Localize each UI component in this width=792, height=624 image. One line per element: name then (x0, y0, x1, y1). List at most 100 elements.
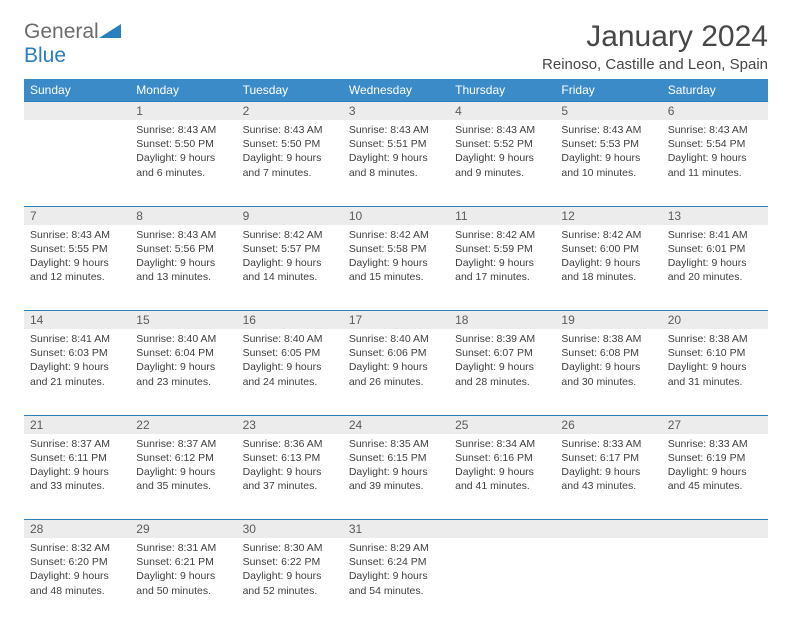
day-info-cell: Sunrise: 8:40 AMSunset: 6:06 PMDaylight:… (343, 329, 449, 415)
day-number-row: 78910111213 (24, 206, 768, 225)
day-info-cell: Sunrise: 8:42 AMSunset: 5:57 PMDaylight:… (237, 225, 343, 311)
day-number-cell: 25 (449, 415, 555, 434)
day-info-cell: Sunrise: 8:41 AMSunset: 6:01 PMDaylight:… (662, 225, 768, 311)
day-number-cell: 5 (555, 102, 661, 121)
day-info: Sunrise: 8:41 AMSunset: 6:03 PMDaylight:… (24, 329, 130, 392)
day-info-cell: Sunrise: 8:37 AMSunset: 6:11 PMDaylight:… (24, 434, 130, 520)
day-number-cell: 10 (343, 206, 449, 225)
day-info-cell: Sunrise: 8:34 AMSunset: 6:16 PMDaylight:… (449, 434, 555, 520)
day-info: Sunrise: 8:43 AMSunset: 5:56 PMDaylight:… (130, 225, 236, 288)
day-info: Sunrise: 8:35 AMSunset: 6:15 PMDaylight:… (343, 434, 449, 497)
day-number-cell: 17 (343, 311, 449, 330)
day-info: Sunrise: 8:30 AMSunset: 6:22 PMDaylight:… (237, 538, 343, 601)
day-info-cell: Sunrise: 8:40 AMSunset: 6:05 PMDaylight:… (237, 329, 343, 415)
day-info: Sunrise: 8:34 AMSunset: 6:16 PMDaylight:… (449, 434, 555, 497)
day-number-cell: 26 (555, 415, 661, 434)
day-info: Sunrise: 8:42 AMSunset: 5:57 PMDaylight:… (237, 225, 343, 288)
day-info-cell: Sunrise: 8:43 AMSunset: 5:51 PMDaylight:… (343, 120, 449, 206)
logo-triangle-icon (99, 20, 121, 44)
day-info-cell: Sunrise: 8:43 AMSunset: 5:55 PMDaylight:… (24, 225, 130, 311)
day-number-cell: 27 (662, 415, 768, 434)
page-title: January 2024 (542, 20, 768, 54)
day-info: Sunrise: 8:40 AMSunset: 6:04 PMDaylight:… (130, 329, 236, 392)
day-number-cell: 19 (555, 311, 661, 330)
day-info: Sunrise: 8:42 AMSunset: 5:58 PMDaylight:… (343, 225, 449, 288)
weekday-header: Thursday (449, 79, 555, 102)
day-info-row: Sunrise: 8:41 AMSunset: 6:03 PMDaylight:… (24, 329, 768, 415)
day-number-cell (449, 520, 555, 539)
day-info: Sunrise: 8:36 AMSunset: 6:13 PMDaylight:… (237, 434, 343, 497)
day-info: Sunrise: 8:43 AMSunset: 5:54 PMDaylight:… (662, 120, 768, 183)
day-info: Sunrise: 8:37 AMSunset: 6:12 PMDaylight:… (130, 434, 236, 497)
day-info-row: Sunrise: 8:32 AMSunset: 6:20 PMDaylight:… (24, 538, 768, 624)
day-number-cell: 14 (24, 311, 130, 330)
title-block: January 2024 Reinoso, Castille and Leon,… (542, 20, 768, 73)
weekday-header: Saturday (662, 79, 768, 102)
day-number-cell: 8 (130, 206, 236, 225)
day-info-cell: Sunrise: 8:40 AMSunset: 6:04 PMDaylight:… (130, 329, 236, 415)
day-number-cell: 7 (24, 206, 130, 225)
day-info-cell: Sunrise: 8:32 AMSunset: 6:20 PMDaylight:… (24, 538, 130, 624)
logo: General Blue (24, 20, 121, 68)
day-info-cell: Sunrise: 8:43 AMSunset: 5:54 PMDaylight:… (662, 120, 768, 206)
day-number-cell: 21 (24, 415, 130, 434)
day-info: Sunrise: 8:37 AMSunset: 6:11 PMDaylight:… (24, 434, 130, 497)
day-number-cell: 3 (343, 102, 449, 121)
day-info-cell: Sunrise: 8:31 AMSunset: 6:21 PMDaylight:… (130, 538, 236, 624)
day-number-cell: 29 (130, 520, 236, 539)
day-info-cell: Sunrise: 8:33 AMSunset: 6:17 PMDaylight:… (555, 434, 661, 520)
day-info-row: Sunrise: 8:37 AMSunset: 6:11 PMDaylight:… (24, 434, 768, 520)
weekday-header: Friday (555, 79, 661, 102)
day-number-cell: 20 (662, 311, 768, 330)
logo-part2: Blue (24, 44, 66, 67)
day-number-cell: 23 (237, 415, 343, 434)
day-number-row: 14151617181920 (24, 311, 768, 330)
day-info: Sunrise: 8:43 AMSunset: 5:50 PMDaylight:… (130, 120, 236, 183)
day-info: Sunrise: 8:31 AMSunset: 6:21 PMDaylight:… (130, 538, 236, 601)
location-label: Reinoso, Castille and Leon, Spain (542, 56, 768, 73)
day-number-cell (555, 520, 661, 539)
day-number-cell: 24 (343, 415, 449, 434)
day-number-cell: 16 (237, 311, 343, 330)
day-number-cell: 22 (130, 415, 236, 434)
day-info-cell: Sunrise: 8:37 AMSunset: 6:12 PMDaylight:… (130, 434, 236, 520)
day-info-cell: Sunrise: 8:41 AMSunset: 6:03 PMDaylight:… (24, 329, 130, 415)
day-number-row: 28293031 (24, 520, 768, 539)
weekday-header: Monday (130, 79, 236, 102)
day-info-cell: Sunrise: 8:33 AMSunset: 6:19 PMDaylight:… (662, 434, 768, 520)
day-info: Sunrise: 8:43 AMSunset: 5:51 PMDaylight:… (343, 120, 449, 183)
day-info-cell (449, 538, 555, 624)
day-info: Sunrise: 8:43 AMSunset: 5:52 PMDaylight:… (449, 120, 555, 183)
day-number-cell: 31 (343, 520, 449, 539)
day-info-cell: Sunrise: 8:38 AMSunset: 6:08 PMDaylight:… (555, 329, 661, 415)
calendar-table: SundayMondayTuesdayWednesdayThursdayFrid… (24, 79, 768, 624)
weekday-header-row: SundayMondayTuesdayWednesdayThursdayFrid… (24, 79, 768, 102)
day-info: Sunrise: 8:43 AMSunset: 5:50 PMDaylight:… (237, 120, 343, 183)
day-number-cell (662, 520, 768, 539)
day-number-cell: 9 (237, 206, 343, 225)
day-info-row: Sunrise: 8:43 AMSunset: 5:50 PMDaylight:… (24, 120, 768, 206)
day-info-cell: Sunrise: 8:29 AMSunset: 6:24 PMDaylight:… (343, 538, 449, 624)
day-number-row: 21222324252627 (24, 415, 768, 434)
day-info-cell (24, 120, 130, 206)
header: General Blue January 2024 Reinoso, Casti… (24, 20, 768, 73)
day-info: Sunrise: 8:42 AMSunset: 5:59 PMDaylight:… (449, 225, 555, 288)
day-info-cell: Sunrise: 8:38 AMSunset: 6:10 PMDaylight:… (662, 329, 768, 415)
day-info-row: Sunrise: 8:43 AMSunset: 5:55 PMDaylight:… (24, 225, 768, 311)
day-info-cell: Sunrise: 8:43 AMSunset: 5:50 PMDaylight:… (237, 120, 343, 206)
day-number-row: 123456 (24, 102, 768, 121)
day-info: Sunrise: 8:33 AMSunset: 6:19 PMDaylight:… (662, 434, 768, 497)
day-number-cell: 11 (449, 206, 555, 225)
day-number-cell: 1 (130, 102, 236, 121)
day-info: Sunrise: 8:43 AMSunset: 5:53 PMDaylight:… (555, 120, 661, 183)
day-info-cell: Sunrise: 8:42 AMSunset: 5:58 PMDaylight:… (343, 225, 449, 311)
day-info-cell (662, 538, 768, 624)
day-info-cell: Sunrise: 8:30 AMSunset: 6:22 PMDaylight:… (237, 538, 343, 624)
weekday-header: Sunday (24, 79, 130, 102)
day-number-cell: 12 (555, 206, 661, 225)
day-info: Sunrise: 8:39 AMSunset: 6:07 PMDaylight:… (449, 329, 555, 392)
day-info-cell: Sunrise: 8:35 AMSunset: 6:15 PMDaylight:… (343, 434, 449, 520)
logo-text: General Blue (24, 20, 121, 68)
day-number-cell: 18 (449, 311, 555, 330)
day-number-cell: 13 (662, 206, 768, 225)
